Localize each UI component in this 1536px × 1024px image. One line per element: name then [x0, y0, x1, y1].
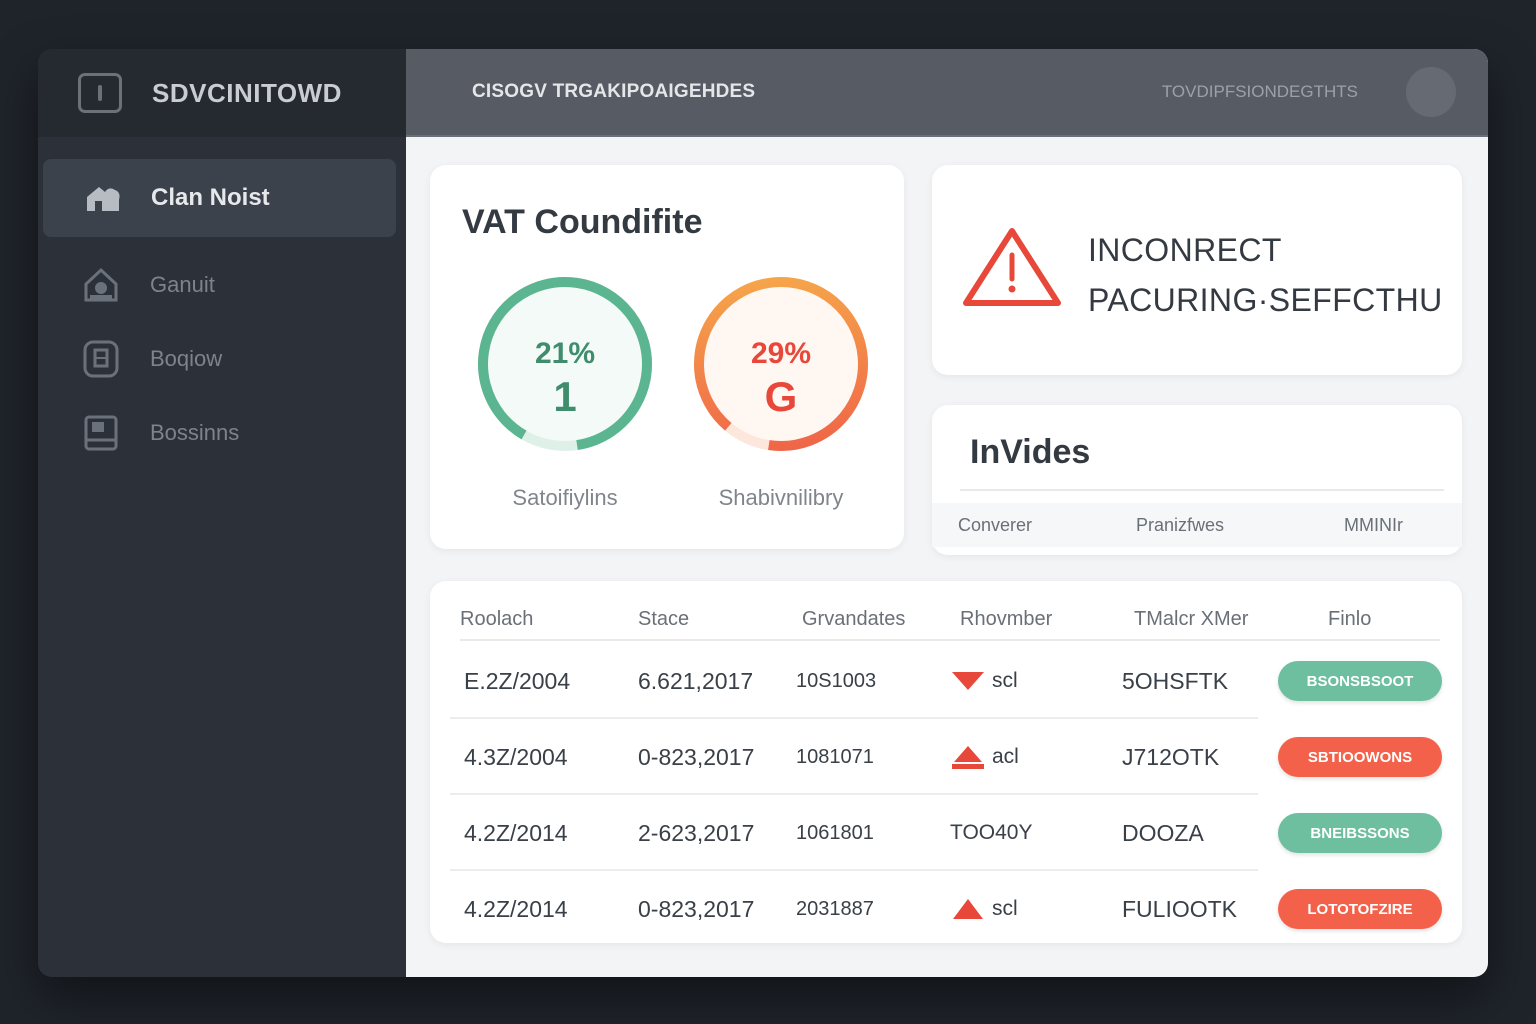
invides-title: InVides: [970, 433, 1091, 471]
table-header: Roolach Stace Grvandates Rhovmber TMalcr…: [460, 599, 1440, 641]
status-badge-label: LOTOTOFZIRE: [1278, 889, 1442, 929]
main-content: CISOGV TRGAKIPOAIGEHDES TOVDIPFSIONDEGTH…: [406, 49, 1488, 977]
table-cell: DOOZA: [1122, 819, 1204, 846]
row-divider: [450, 793, 1258, 795]
gauge-label: Satoifiylins: [512, 485, 618, 510]
brand-name: SDVCINITOWD: [152, 77, 342, 108]
column-header[interactable]: Rhovmber: [960, 607, 1053, 630]
table-row[interactable]: E.2Z/2004 6.621,2017 10S1003 scl 5OHSFTK…: [450, 643, 1444, 719]
table-cell: FULIOOTK: [1122, 895, 1238, 922]
row-divider: [450, 717, 1258, 719]
column-header[interactable]: Stace: [638, 607, 690, 630]
data-table: Roolach Stace Grvandates Rhovmber TMalcr…: [430, 581, 1462, 943]
table-cell-text: TOO40Y: [950, 821, 1033, 844]
sidebar-item-boqiow[interactable]: Boqiow: [38, 323, 406, 395]
vat-card-title: VAT Coundifite: [462, 203, 703, 241]
sidebar-nav: Clan Noist Ganuit Boqiow Bossinns: [38, 137, 406, 469]
table-cell: acl: [950, 744, 1019, 770]
divider: [960, 489, 1444, 491]
table-cell: 4.2Z/2014: [464, 895, 568, 922]
brand[interactable]: SDVCINITOWD: [38, 49, 406, 137]
status-badge-label: SBTIOOWONS: [1278, 737, 1442, 777]
trend-up-icon: [953, 899, 983, 919]
status-badge[interactable]: BNEIBSSONS: [1278, 813, 1442, 853]
table-cell: 0-823,2017: [638, 895, 755, 922]
column-header[interactable]: Finlo: [1328, 607, 1372, 630]
house-icon: [80, 264, 122, 306]
table-cell: 4.3Z/2004: [464, 743, 568, 770]
alert-line-1: INCONRECT: [1088, 232, 1282, 268]
table-cell: 1081071: [796, 745, 874, 768]
table-cell-text: scl: [992, 669, 1018, 692]
sidebar-item-label: Clan Noist: [151, 184, 270, 211]
gauge-value: 1: [553, 373, 577, 420]
gauge-label: Shabivnilibry: [718, 485, 844, 510]
app-window: SDVCINITOWD Clan Noist Ganuit Boqiow: [38, 49, 1488, 977]
alert-card: INCONRECT PACURING·SEFFCTHU: [932, 165, 1462, 375]
sidebar-item-bossinns[interactable]: Bossinns: [38, 397, 406, 469]
book-icon: [80, 412, 122, 454]
sidebar-item-ganuit[interactable]: Ganuit: [38, 249, 406, 321]
table-cell: 4.2Z/2014: [464, 819, 568, 846]
alert-message: INCONRECT PACURING·SEFFCTHU: [1088, 225, 1443, 325]
row-divider: [450, 869, 1258, 871]
table-cell: 6.621,2017: [638, 667, 754, 694]
column-header[interactable]: Grvandates: [802, 607, 906, 630]
document-icon: [80, 338, 122, 380]
table-row[interactable]: 4.3Z/2004 0-823,2017 1081071 acl J712OTK…: [450, 719, 1444, 795]
status-badge[interactable]: SBTIOOWONS: [1278, 737, 1442, 777]
page-title: CISOGV TRGAKIPOAIGEHDES: [472, 81, 756, 102]
status-badge-label: BNEIBSSONS: [1278, 813, 1442, 853]
table-row[interactable]: 4.2Z/2014 0-823,2017 2031887 scl FULIOOT…: [450, 871, 1444, 947]
header-meta: TOVDIPFSIONDEGTHTS: [1161, 82, 1358, 101]
trend-up-icon: [952, 746, 984, 769]
sidebar-item-label: Ganuit: [150, 272, 215, 297]
table-cell-text: acl: [992, 745, 1019, 768]
table-cell: E.2Z/2004: [464, 667, 571, 694]
table-cell: 5OHSFTK: [1122, 667, 1229, 694]
table-cell-text: scl: [992, 897, 1018, 920]
invides-column-header[interactable]: MMINIr: [1344, 514, 1403, 535]
top-bar-right: TOVDIPFSIONDEGTHTS: [1162, 67, 1456, 117]
invides-column-header[interactable]: Converer: [958, 514, 1033, 535]
table-cell: 10S1003: [796, 669, 877, 692]
gauge-percent: 29%: [750, 337, 812, 370]
gauge-stability: 29% G: [686, 269, 876, 459]
gauge-satisfaction: 21% 1: [470, 269, 660, 459]
alert-line-2: PACURING·SEFFCTHU: [1088, 282, 1443, 318]
gauge-value: G: [764, 373, 798, 420]
table-cell: J712OTK: [1122, 743, 1220, 770]
table-row[interactable]: 4.2Z/2014 2-623,2017 1061801 TOO40Y DOOZ…: [450, 795, 1444, 871]
status-badge[interactable]: LOTOTOFZIRE: [1278, 889, 1442, 929]
table-cell: 0-823,2017: [638, 743, 755, 770]
avatar[interactable]: [1406, 67, 1456, 117]
gauge-percent: 21%: [534, 337, 596, 370]
table-cell: 2031887: [796, 897, 874, 920]
invides-column-header[interactable]: Pranizfwes: [1136, 514, 1225, 535]
gauge-ring-green: [478, 277, 652, 451]
table-cell: scl: [950, 668, 1018, 694]
gauge-ring-orange: [694, 277, 868, 451]
app-logo-icon: [78, 73, 122, 113]
status-badge-label: BSONSBSOOT: [1278, 661, 1442, 701]
column-header[interactable]: TMalcr XMer: [1134, 607, 1249, 630]
table-cell: 2-623,2017: [638, 819, 755, 846]
trend-down-icon: [952, 672, 984, 690]
sidebar: SDVCINITOWD Clan Noist Ganuit Boqiow: [38, 49, 406, 977]
sidebar-item-label: Bossinns: [150, 420, 240, 445]
table-cell: TOO40Y: [950, 821, 1032, 845]
table-cell: 1061801: [796, 821, 874, 844]
column-header[interactable]: Roolach: [460, 607, 534, 630]
invides-header-row: Converer Pranizfwes MMINIr: [932, 503, 1462, 547]
sidebar-item-label: Boqiow: [150, 346, 223, 371]
invides-card: InVides Converer Pranizfwes MMINIr: [932, 405, 1462, 555]
vat-card: VAT Coundifite 21% 1 Satoifiylins: [430, 165, 904, 549]
table-cell: scl: [950, 896, 1018, 922]
status-badge[interactable]: BSONSBSOOT: [1278, 661, 1442, 701]
warning-icon: [963, 228, 1061, 306]
top-bar: CISOGV TRGAKIPOAIGEHDES TOVDIPFSIONDEGTH…: [406, 49, 1488, 137]
sidebar-item-clan-noist[interactable]: Clan Noist: [43, 159, 396, 237]
cloud-home-icon: [81, 177, 123, 219]
